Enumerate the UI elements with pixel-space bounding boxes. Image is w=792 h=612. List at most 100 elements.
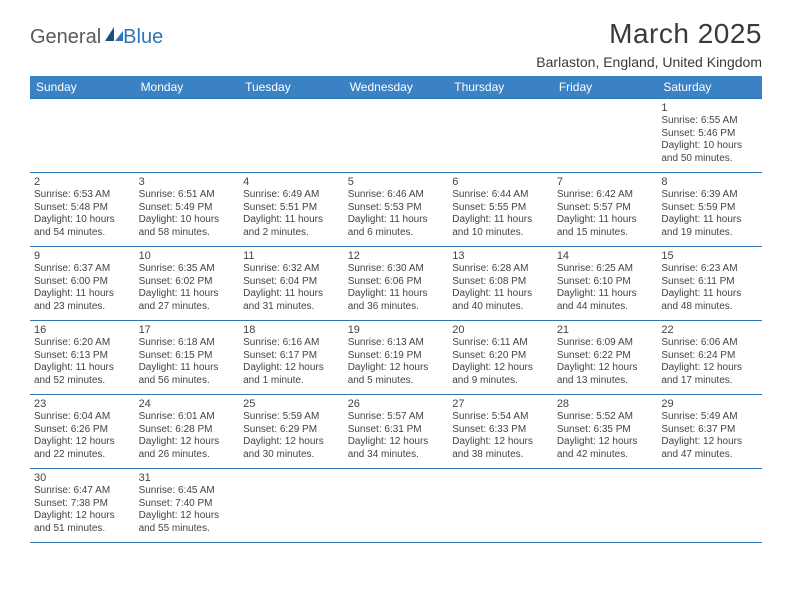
calendar-day-cell: 6Sunrise: 6:44 AMSunset: 5:55 PMDaylight… [448,173,553,247]
sunrise-text: Sunrise: 6:30 AM [348,263,445,276]
daylight-text: Daylight: 12 hours [243,436,340,449]
calendar-day-cell: 4Sunrise: 6:49 AMSunset: 5:51 PMDaylight… [239,173,344,247]
daylight-text: Daylight: 12 hours [452,436,549,449]
daylight-text: Daylight: 11 hours [34,288,131,301]
daylight-text: Daylight: 11 hours [452,288,549,301]
calendar-table: Sunday Monday Tuesday Wednesday Thursday… [30,76,762,543]
sunset-text: Sunset: 6:31 PM [348,424,445,437]
daylight-text: and 42 minutes. [557,449,654,462]
daylight-text: Daylight: 11 hours [557,214,654,227]
calendar-page: General Blue March 2025 Barlaston, Engla… [0,0,792,553]
sunset-text: Sunset: 6:28 PM [139,424,236,437]
sunset-text: Sunset: 6:17 PM [243,350,340,363]
day-number: 5 [348,176,445,188]
calendar-day-cell: 1Sunrise: 6:55 AMSunset: 5:46 PMDaylight… [657,99,762,173]
daylight-text: and 13 minutes. [557,375,654,388]
sunset-text: Sunset: 5:49 PM [139,202,236,215]
sunrise-text: Sunrise: 5:54 AM [452,411,549,424]
daylight-text: and 54 minutes. [34,227,131,240]
calendar-day-cell: 17Sunrise: 6:18 AMSunset: 6:15 PMDayligh… [135,321,240,395]
daylight-text: Daylight: 11 hours [243,288,340,301]
daylight-text: and 23 minutes. [34,301,131,314]
daylight-text: Daylight: 11 hours [661,288,758,301]
day-number: 26 [348,398,445,410]
sunset-text: Sunset: 5:55 PM [452,202,549,215]
brand-sail-icon [105,27,123,41]
weekday-header: Tuesday [239,76,344,99]
day-number: 18 [243,324,340,336]
sunrise-text: Sunrise: 6:42 AM [557,189,654,202]
day-number: 31 [139,472,236,484]
day-number: 7 [557,176,654,188]
daylight-text: and 55 minutes. [139,523,236,536]
sunrise-text: Sunrise: 5:59 AM [243,411,340,424]
sunset-text: Sunset: 5:59 PM [661,202,758,215]
daylight-text: and 1 minute. [243,375,340,388]
sunrise-text: Sunrise: 6:13 AM [348,337,445,350]
day-number: 14 [557,250,654,262]
calendar-week-row: 1Sunrise: 6:55 AMSunset: 5:46 PMDaylight… [30,99,762,173]
calendar-day-cell [344,469,449,543]
daylight-text: Daylight: 12 hours [348,436,445,449]
sunrise-text: Sunrise: 6:45 AM [139,485,236,498]
calendar-day-cell [135,99,240,173]
calendar-week-row: 16Sunrise: 6:20 AMSunset: 6:13 PMDayligh… [30,321,762,395]
daylight-text: Daylight: 12 hours [34,436,131,449]
sunset-text: Sunset: 7:40 PM [139,498,236,511]
sunrise-text: Sunrise: 6:37 AM [34,263,131,276]
sunset-text: Sunset: 6:37 PM [661,424,758,437]
daylight-text: and 2 minutes. [243,227,340,240]
calendar-day-cell: 20Sunrise: 6:11 AMSunset: 6:20 PMDayligh… [448,321,553,395]
day-number: 10 [139,250,236,262]
day-number: 6 [452,176,549,188]
sunset-text: Sunset: 5:51 PM [243,202,340,215]
location-text: Barlaston, England, United Kingdom [536,54,762,70]
calendar-body: 1Sunrise: 6:55 AMSunset: 5:46 PMDaylight… [30,99,762,543]
daylight-text: Daylight: 12 hours [348,362,445,375]
calendar-day-cell [448,99,553,173]
calendar-day-cell [30,99,135,173]
daylight-text: and 36 minutes. [348,301,445,314]
sunset-text: Sunset: 6:11 PM [661,276,758,289]
daylight-text: and 38 minutes. [452,449,549,462]
daylight-text: Daylight: 11 hours [348,214,445,227]
calendar-day-cell: 9Sunrise: 6:37 AMSunset: 6:00 PMDaylight… [30,247,135,321]
day-number: 19 [348,324,445,336]
brand-part1: General [30,26,101,49]
sunset-text: Sunset: 6:22 PM [557,350,654,363]
daylight-text: Daylight: 11 hours [348,288,445,301]
daylight-text: Daylight: 11 hours [452,214,549,227]
weekday-header: Friday [553,76,658,99]
daylight-text: and 56 minutes. [139,375,236,388]
daylight-text: and 34 minutes. [348,449,445,462]
weekday-header: Thursday [448,76,553,99]
calendar-day-cell: 25Sunrise: 5:59 AMSunset: 6:29 PMDayligh… [239,395,344,469]
sunrise-text: Sunrise: 6:23 AM [661,263,758,276]
weekday-header: Wednesday [344,76,449,99]
sunset-text: Sunset: 6:00 PM [34,276,131,289]
calendar-day-cell: 21Sunrise: 6:09 AMSunset: 6:22 PMDayligh… [553,321,658,395]
calendar-day-cell: 18Sunrise: 6:16 AMSunset: 6:17 PMDayligh… [239,321,344,395]
weekday-header: Saturday [657,76,762,99]
sunset-text: Sunset: 6:13 PM [34,350,131,363]
calendar-week-row: 30Sunrise: 6:47 AMSunset: 7:38 PMDayligh… [30,469,762,543]
daylight-text: Daylight: 11 hours [34,362,131,375]
daylight-text: Daylight: 12 hours [139,510,236,523]
calendar-day-cell: 11Sunrise: 6:32 AMSunset: 6:04 PMDayligh… [239,247,344,321]
daylight-text: Daylight: 10 hours [34,214,131,227]
calendar-day-cell: 31Sunrise: 6:45 AMSunset: 7:40 PMDayligh… [135,469,240,543]
calendar-day-cell: 22Sunrise: 6:06 AMSunset: 6:24 PMDayligh… [657,321,762,395]
daylight-text: and 30 minutes. [243,449,340,462]
calendar-day-cell: 29Sunrise: 5:49 AMSunset: 6:37 PMDayligh… [657,395,762,469]
daylight-text: and 15 minutes. [557,227,654,240]
calendar-day-cell: 13Sunrise: 6:28 AMSunset: 6:08 PMDayligh… [448,247,553,321]
weekday-header: Sunday [30,76,135,99]
sunrise-text: Sunrise: 6:49 AM [243,189,340,202]
sunset-text: Sunset: 6:35 PM [557,424,654,437]
sunset-text: Sunset: 6:06 PM [348,276,445,289]
day-number: 13 [452,250,549,262]
sunset-text: Sunset: 6:04 PM [243,276,340,289]
sunrise-text: Sunrise: 6:55 AM [661,115,758,128]
day-number: 9 [34,250,131,262]
daylight-text: Daylight: 12 hours [139,436,236,449]
